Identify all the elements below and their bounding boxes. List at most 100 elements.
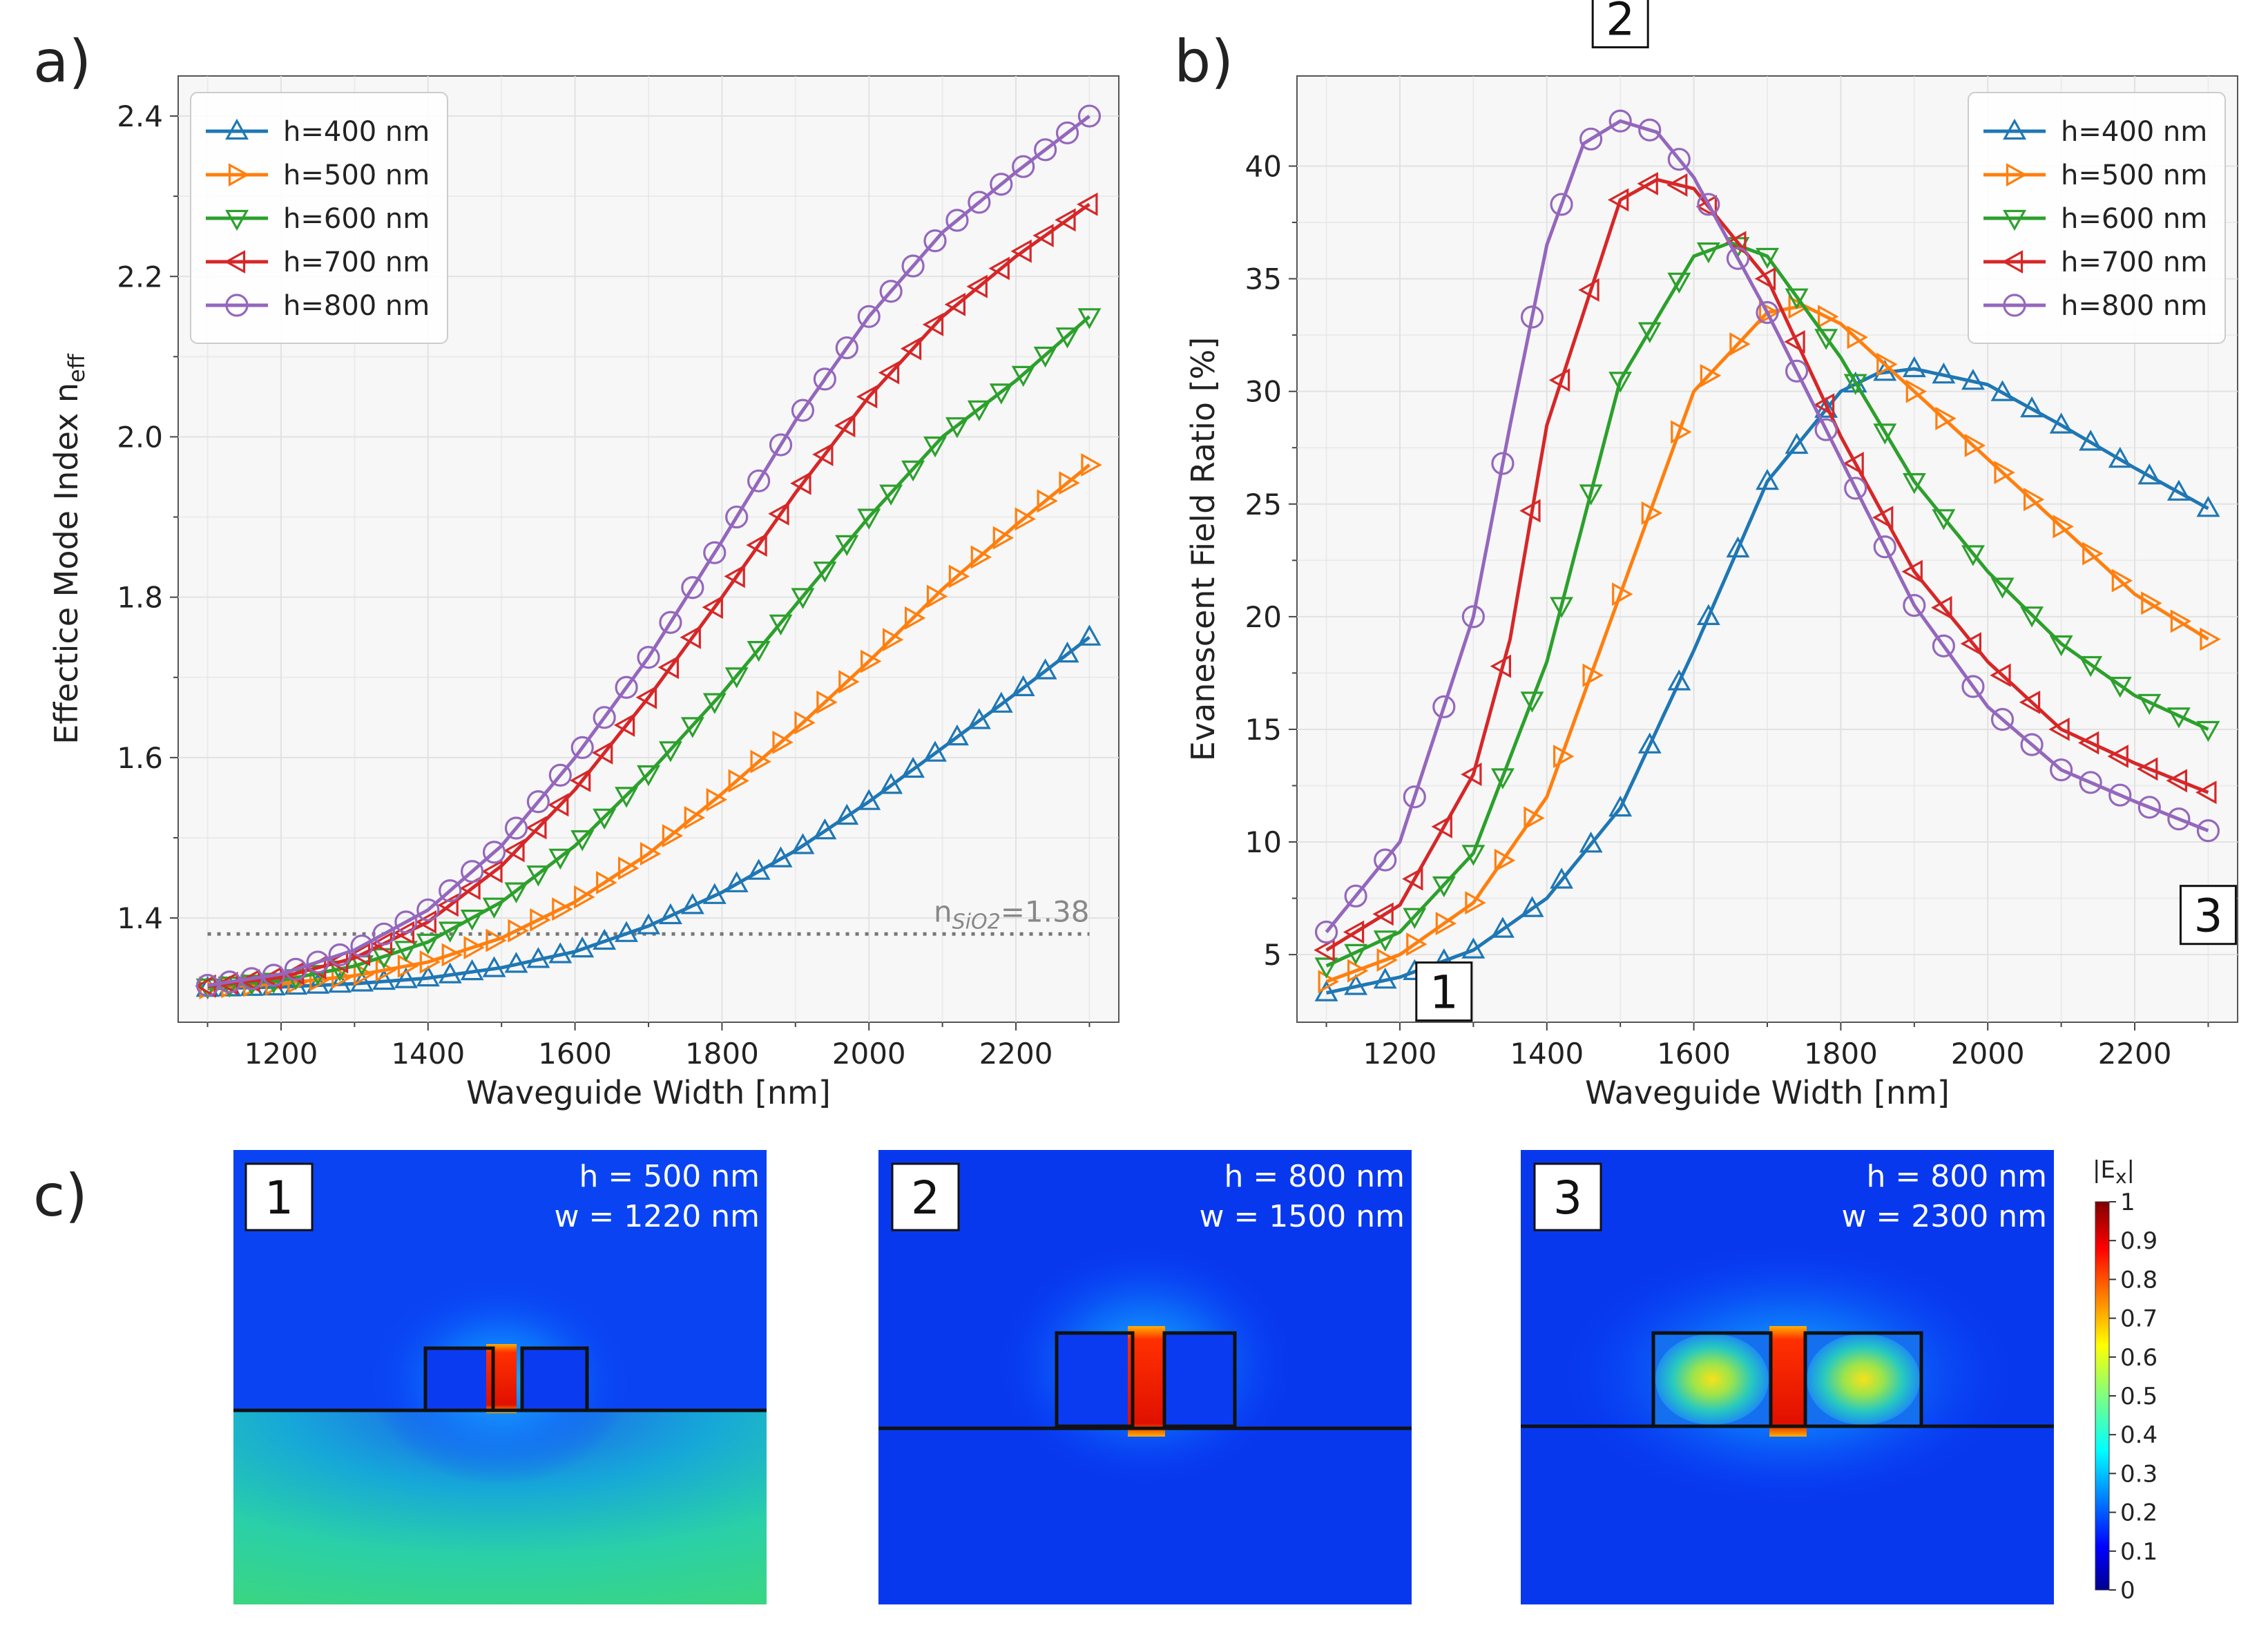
tick-label-y: 15 <box>1245 713 1282 747</box>
data-point <box>1344 884 1367 908</box>
data-point <box>1637 322 1662 343</box>
data-point <box>2167 807 2191 831</box>
tick-label-x: 1200 <box>244 1037 318 1071</box>
data-point <box>570 936 595 958</box>
data-point <box>1902 356 1926 378</box>
data-point <box>1814 418 1838 441</box>
data-point <box>2020 733 2044 756</box>
data-point <box>397 954 419 978</box>
data-point <box>1011 365 1035 387</box>
data-point <box>724 667 749 689</box>
data-point <box>239 969 260 993</box>
data-point <box>816 690 838 714</box>
data-point <box>1376 948 1398 972</box>
data-point <box>1697 193 1720 216</box>
data-point <box>438 962 462 984</box>
data-point <box>1435 912 1457 936</box>
field-map-3-right-lobe <box>1807 1334 1920 1425</box>
colorbar-tick-label: 0.8 <box>2120 1266 2158 1294</box>
tick-label-x: 1400 <box>1510 1037 1584 1071</box>
data-point <box>1490 917 1515 938</box>
tick-label-x: 1600 <box>538 1037 612 1071</box>
chart-a-ylabel: Effectice Mode Index neff <box>48 353 90 744</box>
data-point <box>1318 970 1339 994</box>
data-point <box>1372 902 1394 926</box>
annotation-frame <box>1415 961 1473 1022</box>
data-point <box>2079 430 2103 451</box>
data-point <box>904 606 926 630</box>
data-point <box>728 769 749 793</box>
data-point <box>967 400 991 422</box>
data-point <box>1638 118 1662 142</box>
field-map-1-rail-right <box>522 1348 587 1410</box>
tick-label-y: 2.4 <box>117 99 163 133</box>
colorbar-tick-label: 0.9 <box>2120 1227 2158 1255</box>
field-map-3-width: w = 2300 nm <box>1841 1199 2047 1234</box>
data-point <box>1637 171 1658 195</box>
legend-label: h=800 nm <box>2061 290 2207 322</box>
data-point <box>1461 937 1486 959</box>
data-point <box>769 433 793 457</box>
data-point <box>2079 771 2102 794</box>
annotation-box-3: 3 <box>2179 885 2237 946</box>
data-point <box>1726 536 1750 558</box>
colorbar-tick-label: 0.4 <box>2120 1421 2158 1449</box>
field-map-2-rail-left-outline <box>1055 1331 1135 1428</box>
data-point <box>662 824 684 848</box>
data-point <box>481 859 503 883</box>
data-point <box>1402 867 1423 891</box>
data-point <box>240 967 264 990</box>
data-point <box>879 484 903 506</box>
colorbar-tick-label: 0 <box>2120 1577 2135 1604</box>
data-point <box>2082 541 2104 566</box>
data-point <box>945 209 969 232</box>
data-point <box>1667 669 1691 691</box>
data-point <box>2166 707 2191 729</box>
tick-label-y: 1.8 <box>117 581 163 615</box>
data-point <box>1578 278 1599 302</box>
colorbar-tick-label: 0.6 <box>2120 1344 2158 1372</box>
tick-label-y: 35 <box>1245 262 1282 296</box>
legend-label: h=500 nm <box>2061 160 2207 191</box>
data-point <box>747 859 771 880</box>
legend-marker <box>225 118 249 140</box>
annotation-label: 2 <box>1606 0 1635 46</box>
data-point <box>1373 930 1397 952</box>
data-point <box>926 584 948 608</box>
data-point <box>1990 380 2015 401</box>
chart-a-grid <box>178 76 1119 1022</box>
colorbar-tick-label: 0.7 <box>2120 1305 2158 1333</box>
data-point <box>791 833 815 854</box>
data-point <box>394 941 418 962</box>
data-point <box>2166 769 2187 793</box>
data-point <box>463 936 485 960</box>
data-point <box>1406 932 1428 957</box>
data-point <box>1667 272 1691 294</box>
data-point <box>548 848 573 870</box>
data-point <box>1314 938 1335 962</box>
data-point <box>482 841 506 864</box>
data-point <box>328 943 352 967</box>
tick-label-y: 25 <box>1245 488 1282 521</box>
data-point <box>1490 654 1511 678</box>
data-point <box>1961 675 1985 698</box>
data-point <box>657 655 680 680</box>
data-point <box>990 173 1013 196</box>
data-point <box>1431 814 1452 838</box>
data-point <box>459 876 481 901</box>
data-point <box>794 711 816 735</box>
data-point <box>856 385 878 409</box>
data-point <box>2020 606 2044 628</box>
chart-b-legend: h=400 nm h=500 nm h=600 nm h=700 nm h=800 nm <box>1968 92 2226 344</box>
legend-label: h=700 nm <box>283 247 430 278</box>
data-point <box>747 640 771 662</box>
data-point <box>569 768 591 792</box>
data-point <box>1344 943 1368 966</box>
data-point <box>1490 768 1515 789</box>
data-point <box>617 856 640 881</box>
data-point <box>593 808 617 830</box>
data-point <box>968 191 991 214</box>
data-point <box>637 646 660 669</box>
data-point <box>769 614 793 636</box>
data-point <box>2137 463 2162 485</box>
